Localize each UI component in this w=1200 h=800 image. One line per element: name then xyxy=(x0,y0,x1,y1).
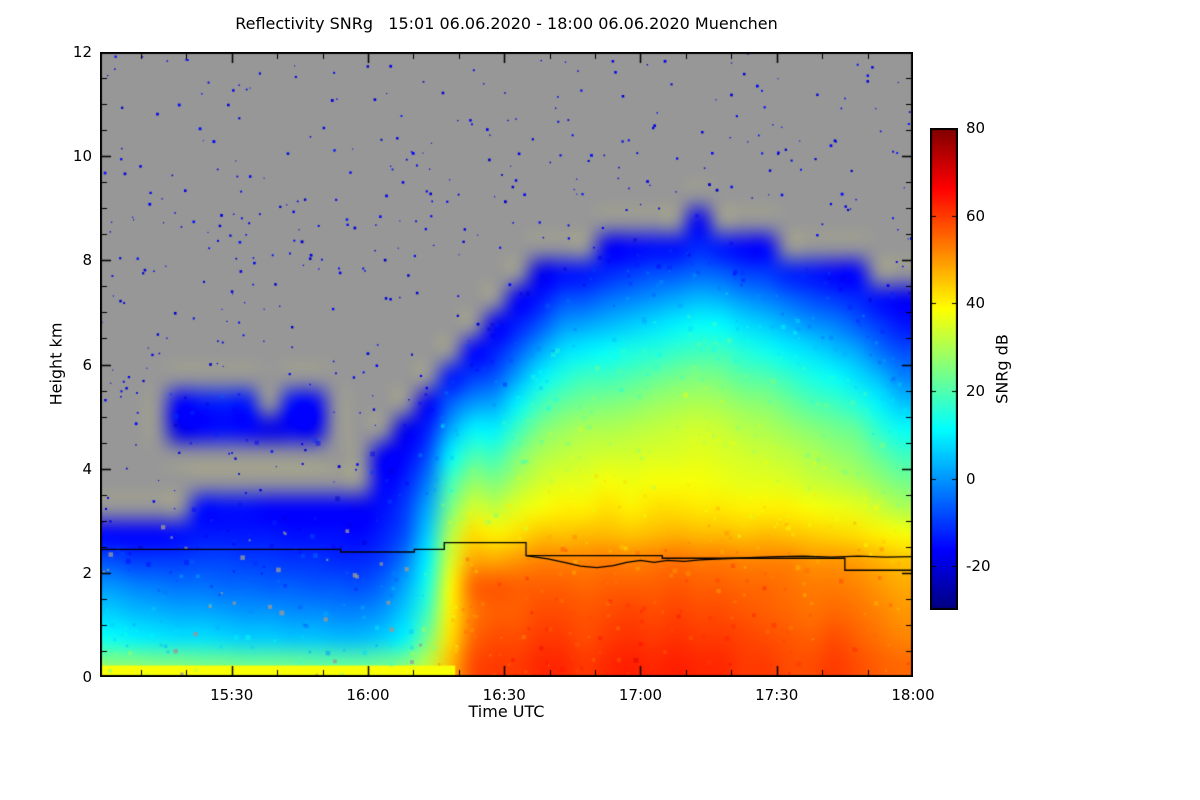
y-tick-label: 2 xyxy=(82,563,92,582)
colorbar-tick-label: 20 xyxy=(966,381,986,400)
x-tick-label: 17:00 xyxy=(618,686,663,704)
y-tick-label: 12 xyxy=(72,43,92,61)
y-tick-label: 8 xyxy=(82,251,92,270)
colorbar-tick-label: 0 xyxy=(966,469,976,488)
x-tick-label: 17:30 xyxy=(755,686,799,704)
y-tick-label: 10 xyxy=(72,147,92,166)
x-tick-label: 16:00 xyxy=(346,686,390,704)
colorbar-canvas xyxy=(930,128,958,610)
colorbar-tick-label: 80 xyxy=(966,119,986,137)
y-tick-label: 4 xyxy=(82,459,92,478)
reflectivity-heatmap-canvas xyxy=(100,52,913,677)
colorbar-tick-label: 60 xyxy=(966,206,986,225)
y-tick-label: 6 xyxy=(82,355,92,374)
chart-title: Reflectivity SNRg 15:01 06.06.2020 - 18:… xyxy=(235,14,778,33)
x-tick-label: 15:30 xyxy=(210,686,254,704)
colorbar-tick-label: 40 xyxy=(966,294,986,313)
x-tick-label: 18:00 xyxy=(891,686,935,704)
colorbar-label: SNRg dB xyxy=(992,334,1012,404)
colorbar-tick-label: -20 xyxy=(966,557,991,576)
y-tick-label: 0 xyxy=(82,668,92,686)
x-tick-label: 16:30 xyxy=(482,686,526,704)
x-axis-label: Time UTC xyxy=(468,702,545,721)
